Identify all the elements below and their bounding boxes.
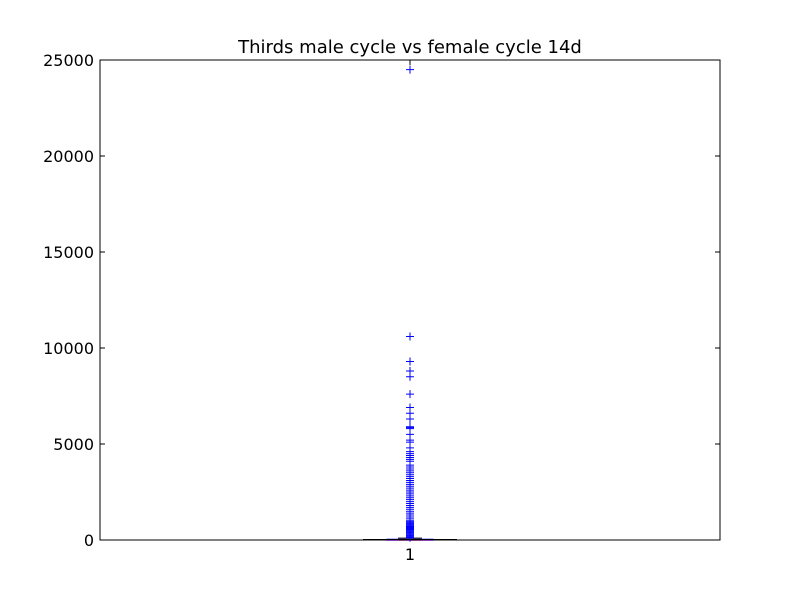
flier-point xyxy=(406,390,414,399)
flier-point xyxy=(406,332,414,341)
y-tick-label: 15000 xyxy=(43,243,94,262)
y-tick-label: 25000 xyxy=(43,51,94,70)
y-tick-label: 20000 xyxy=(43,147,94,166)
y-tick-label: 5000 xyxy=(53,435,94,454)
y-tick-label: 0 xyxy=(84,531,94,550)
outlier-points xyxy=(406,65,414,542)
flier-point xyxy=(406,372,414,381)
flier-point xyxy=(406,65,414,74)
x-tick-label: 1 xyxy=(405,545,415,564)
flier-point xyxy=(406,357,414,366)
y-tick-label: 10000 xyxy=(43,339,94,358)
chart-title: Thirds male cycle vs female cycle 14d xyxy=(237,37,582,58)
y-axis-ticks: 0 5000 10000 15000 20000 25000 xyxy=(43,51,720,550)
plot-axes: 0 5000 10000 15000 20000 25000 1 xyxy=(43,51,721,564)
flier-point xyxy=(406,415,414,424)
flier-point xyxy=(406,533,414,542)
